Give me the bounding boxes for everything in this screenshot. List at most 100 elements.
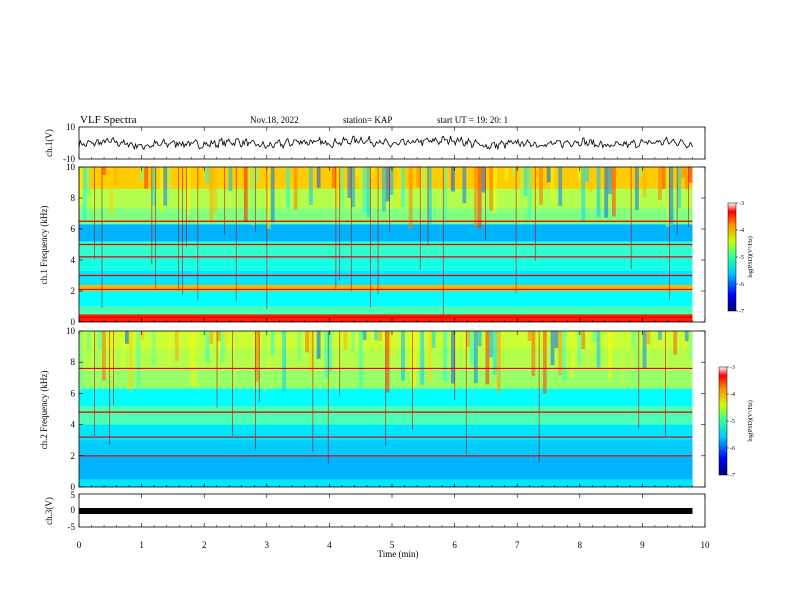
spectrogram-texture bbox=[634, 167, 639, 210]
station-label: station= KAP bbox=[343, 115, 392, 125]
spectrogram-texture bbox=[481, 167, 486, 193]
spectrogram-texture bbox=[255, 167, 260, 184]
spectrogram-texture bbox=[412, 331, 417, 388]
spectrogram-texture bbox=[684, 331, 689, 342]
spectrogram-texture bbox=[581, 167, 586, 222]
spectrogram-texture bbox=[358, 331, 363, 388]
spectrogram-texture bbox=[251, 167, 256, 226]
xtick-label: 6 bbox=[452, 540, 457, 550]
spectrogram-texture bbox=[358, 167, 363, 207]
spectrogram-texture bbox=[546, 167, 551, 183]
spectrogram-texture bbox=[577, 167, 582, 182]
spectrogram-texture bbox=[661, 167, 666, 189]
start-time-label: start UT = 19: 20: 1 bbox=[437, 115, 508, 125]
ytick-label: 2 bbox=[71, 451, 76, 461]
spectrogram-texture bbox=[512, 167, 517, 177]
spectrogram-texture bbox=[573, 331, 578, 372]
ytick-label: 6 bbox=[71, 224, 76, 234]
spectrogram-texture bbox=[646, 331, 651, 345]
spectrogram-texture bbox=[408, 331, 413, 379]
spectrogram-texture bbox=[263, 331, 267, 392]
ch1-colorbar-label: log(PSD)(V²/Hz) bbox=[747, 236, 754, 277]
spectrogram-texture bbox=[167, 167, 172, 206]
spectrogram-band bbox=[79, 284, 693, 291]
spectrogram-band bbox=[79, 291, 693, 307]
spectrogram-texture bbox=[539, 167, 543, 205]
x-axis-label: Time (min) bbox=[378, 549, 419, 559]
spectrogram-texture bbox=[665, 167, 670, 228]
spectrogram-texture bbox=[450, 331, 455, 384]
spectrogram-texture bbox=[677, 167, 681, 208]
spectrogram-texture bbox=[680, 167, 685, 178]
spectrogram-texture bbox=[102, 331, 106, 381]
spectrogram-texture bbox=[347, 167, 352, 198]
colorbar-tick-label: -3 bbox=[739, 201, 744, 207]
spectrogram-texture bbox=[420, 331, 425, 385]
spectrogram-texture bbox=[389, 331, 394, 356]
spectrogram-texture bbox=[362, 167, 367, 213]
spectrogram-texture bbox=[554, 331, 559, 349]
spectrogram-texture bbox=[362, 331, 367, 340]
spectrogram-texture bbox=[140, 167, 145, 183]
ch1-colorbar bbox=[727, 202, 737, 312]
ytick-label: 0 bbox=[71, 317, 76, 327]
spectrogram-texture bbox=[151, 331, 156, 367]
spectrogram-texture bbox=[266, 167, 271, 229]
spectrogram-texture bbox=[477, 331, 482, 347]
spectrogram-texture bbox=[443, 331, 448, 383]
spectrogram-texture bbox=[585, 167, 589, 182]
spectrogram-texture bbox=[159, 167, 164, 212]
spectrogram-texture bbox=[98, 331, 103, 350]
spectrogram-texture bbox=[217, 331, 221, 341]
ch1-ytick-bottom: -10 bbox=[63, 154, 75, 164]
spectrogram-texture bbox=[378, 331, 382, 341]
spectrogram-texture bbox=[286, 167, 290, 208]
spectrogram-texture bbox=[470, 331, 474, 366]
colorbar-tick-label: -5 bbox=[730, 419, 735, 425]
spectrogram-texture bbox=[370, 167, 375, 178]
spectrogram-texture bbox=[125, 331, 129, 344]
spectrogram-texture bbox=[581, 331, 586, 350]
spectrogram-texture bbox=[466, 331, 471, 347]
xtick-label: 1 bbox=[139, 540, 144, 550]
spectrogram-texture bbox=[688, 167, 693, 183]
spectrogram-band bbox=[79, 306, 693, 315]
spectrogram-texture bbox=[542, 331, 547, 394]
spectrogram-texture bbox=[205, 331, 210, 362]
xtick-label: 9 bbox=[640, 540, 645, 550]
spectrogram-texture bbox=[588, 167, 593, 193]
date-label: Nov.18, 2022 bbox=[250, 115, 299, 125]
ch3-ytick-bottom: -5 bbox=[68, 522, 76, 532]
spectrogram-texture bbox=[424, 167, 428, 221]
panel-ch1-waveform: 10 -10 ch.1(V) bbox=[44, 122, 706, 164]
spectrogram-texture bbox=[611, 167, 616, 217]
spectrogram-texture bbox=[144, 167, 149, 189]
ch2-colorbar bbox=[718, 366, 728, 476]
spectrogram-band bbox=[79, 479, 693, 487]
spectrogram-texture bbox=[366, 167, 371, 218]
spectrogram-texture bbox=[684, 167, 689, 190]
spectrogram-texture bbox=[190, 331, 195, 387]
spectrogram-texture bbox=[86, 167, 91, 197]
spectrogram-texture bbox=[385, 167, 390, 202]
spectrogram-texture bbox=[381, 167, 386, 212]
spectrogram-texture bbox=[220, 331, 225, 363]
xtick-label: 7 bbox=[515, 540, 520, 550]
ch3-signal-bar bbox=[79, 508, 693, 514]
spectrogram-texture bbox=[485, 331, 490, 385]
ch2-colorbar-label: log(PSD)(V²/Hz) bbox=[747, 400, 754, 441]
spectrogram-texture bbox=[121, 331, 126, 369]
spectrogram-texture bbox=[477, 167, 482, 229]
spectrogram-texture bbox=[416, 331, 421, 360]
xtick-label: 5 bbox=[390, 540, 395, 550]
spectrogram-texture bbox=[270, 167, 275, 223]
spectrogram-texture bbox=[401, 331, 405, 381]
spectrogram-texture bbox=[335, 167, 340, 207]
spectrogram-texture bbox=[174, 331, 179, 362]
ytick-label: 8 bbox=[71, 193, 76, 203]
spectrogram-texture bbox=[596, 167, 601, 217]
spectrogram-band bbox=[79, 255, 693, 271]
spectrogram-texture bbox=[523, 167, 528, 196]
spectrogram-band bbox=[79, 314, 693, 322]
